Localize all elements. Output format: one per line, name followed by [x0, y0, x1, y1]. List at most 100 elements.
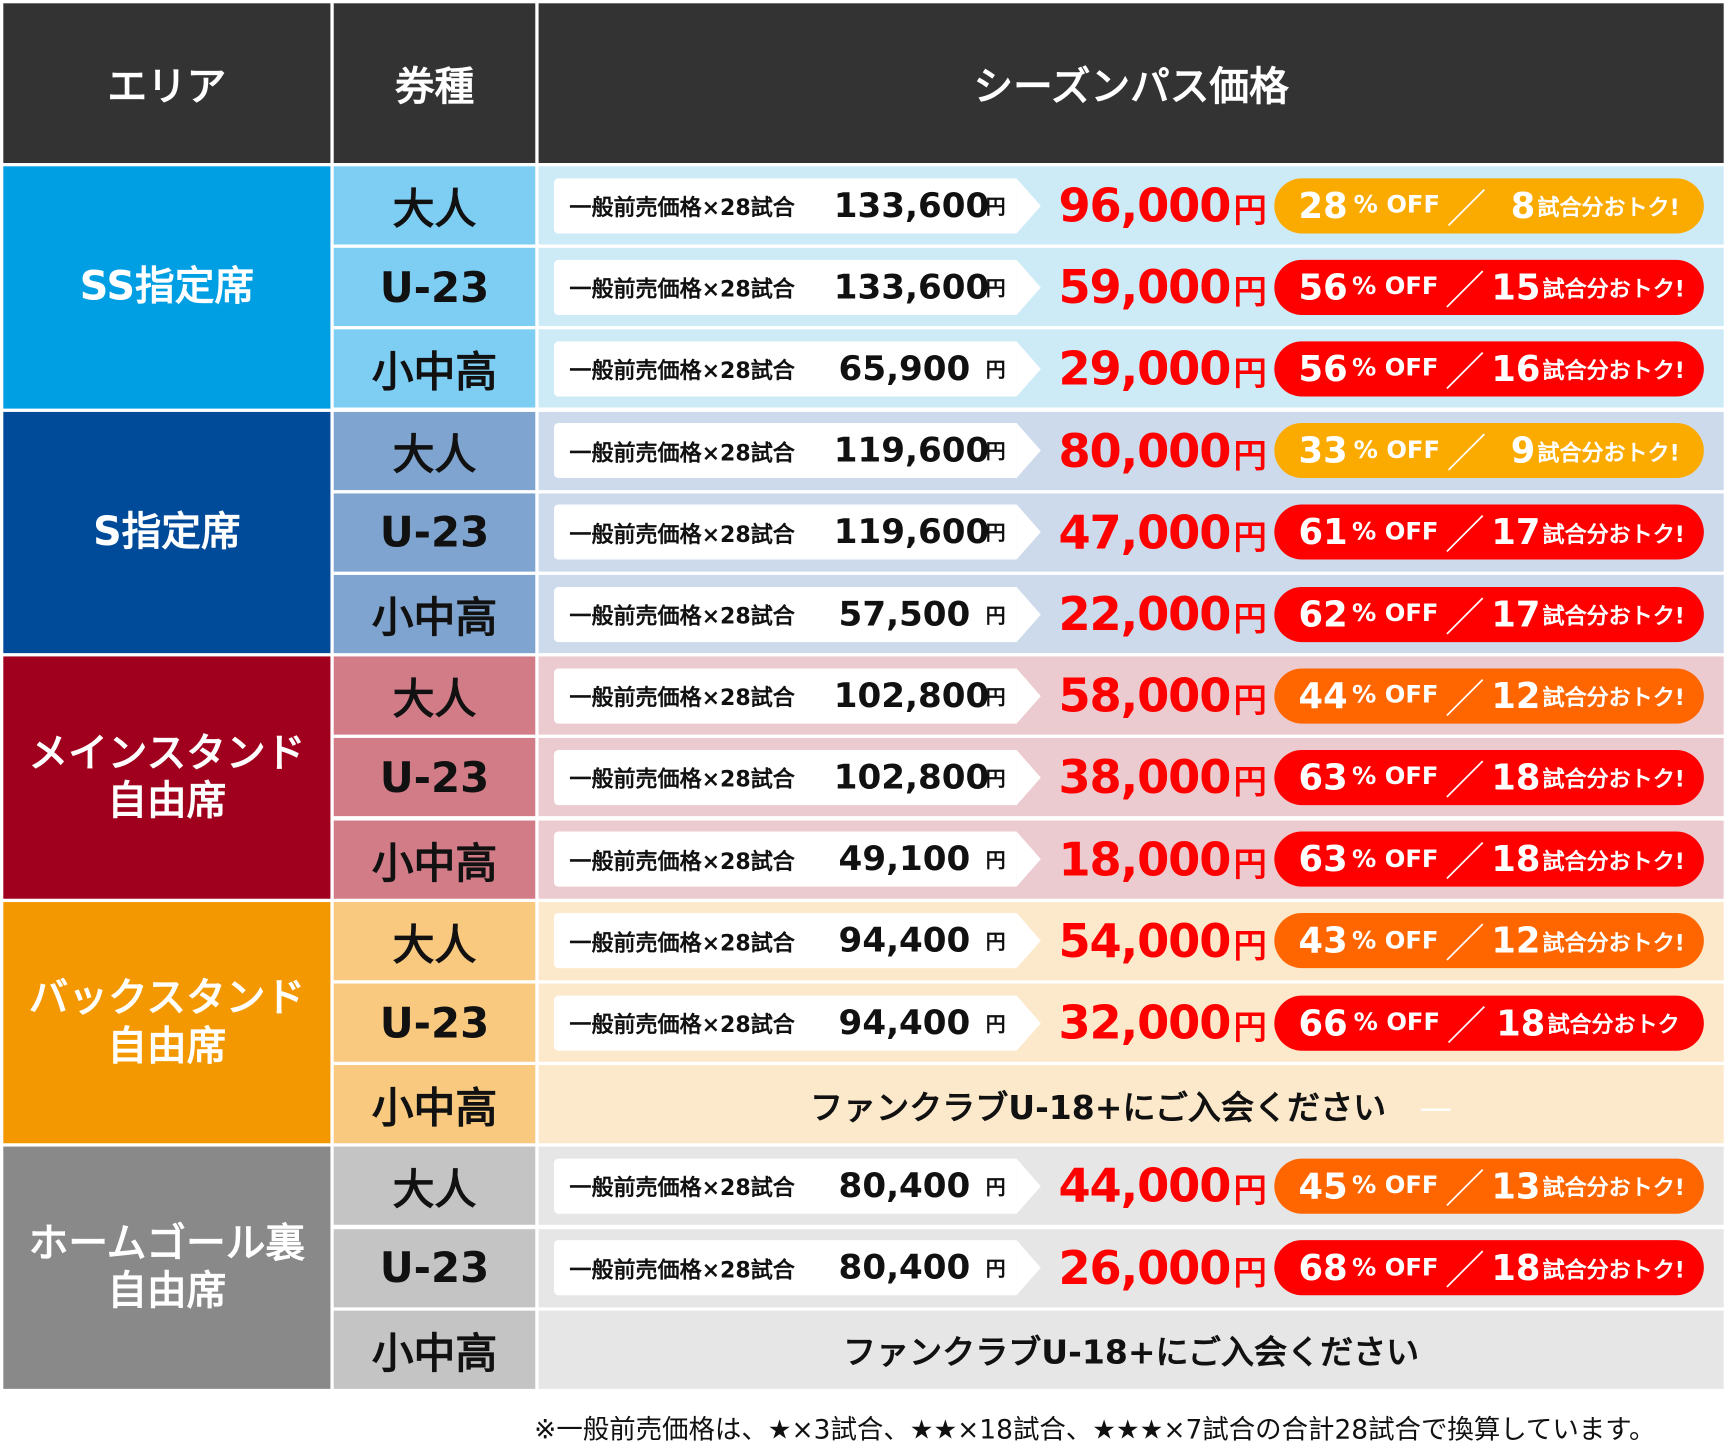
off-label: % OFF — [1353, 191, 1441, 220]
season-pass-amount: 22,000 — [1058, 587, 1231, 642]
yen-unit: 円 — [1233, 600, 1267, 639]
general-price-label: 一般前売価格×28試合 — [569, 765, 795, 793]
season-pass-price: 96,000 円 — [1058, 178, 1266, 232]
off-label: % OFF — [1352, 1254, 1439, 1282]
price-row: 一般前売価格×28試合 49,100 円 18,000 円 63% OFF ／ 18 試合分おト… — [538, 820, 1724, 899]
general-price-label: 一般前売価格×28試合 — [569, 193, 795, 221]
slash-divider: ／ — [1445, 677, 1485, 723]
discount-badge: 44% OFF ／ 12 試合分おトク! — [1274, 668, 1704, 724]
yen-unit: 円 — [1233, 1172, 1267, 1211]
general-price-box: 一般前売価格×28試合 94,400 円 — [554, 913, 1041, 969]
yen-unit: 円 — [1233, 518, 1267, 558]
discount-badge: 63% OFF ／ 18 試合分おトク! — [1274, 831, 1704, 887]
fanclub-message: ファンクラブU-18+にご入会ください — [539, 1325, 1724, 1373]
ticket-type: 大人 — [333, 901, 536, 981]
ticket-type: 大人 — [333, 1146, 536, 1226]
general-price-box: 一般前売価格×28試合 133,600 円 — [554, 177, 1041, 233]
season-pass-price: 22,000 円 — [1058, 587, 1266, 642]
general-price-label: 一般前売価格×28試合 — [569, 357, 795, 384]
yen-unit: 円 — [1233, 763, 1267, 803]
discount-percent: 44 — [1298, 674, 1348, 717]
discount-percent: 66 — [1298, 1001, 1348, 1044]
general-price-amount: 94,400 — [838, 1002, 971, 1043]
header-season-pass-price: シーズンパス価格 — [538, 3, 1724, 164]
ticket-type: U-23 — [333, 983, 536, 1062]
header-area: エリア — [3, 3, 331, 164]
season-pass-price: 29,000 円 — [1058, 342, 1266, 396]
area-label: SS指定席 — [3, 166, 331, 409]
games-saved: 18 — [1491, 838, 1541, 881]
slash-divider: ／ — [1445, 513, 1485, 559]
games-saved: 12 — [1491, 919, 1541, 962]
season-pass-price: 59,000 円 — [1058, 260, 1266, 314]
discount-percent: 61 — [1298, 511, 1348, 554]
general-price-amount: 102,800 — [833, 675, 990, 716]
yen-unit: 円 — [985, 1176, 1006, 1200]
price-row: 一般前売価格×28試合 102,800 円 38,000 円 63% OFF ／ 18 試合分お… — [538, 738, 1724, 817]
ticket-type: 小中高 — [333, 574, 536, 654]
general-price-box: 一般前売価格×28試合 57,500 円 — [554, 586, 1041, 642]
yen-unit: 円 — [985, 522, 1006, 546]
off-label: % OFF — [1352, 927, 1439, 955]
yen-unit: 円 — [985, 1012, 1006, 1036]
season-pass-amount: 58,000 — [1058, 668, 1231, 723]
games-saved-label: 試合分おトク! — [1542, 1174, 1685, 1201]
general-price-amount: 102,800 — [833, 757, 990, 798]
slash-divider: ／ — [1446, 431, 1487, 478]
games-saved-label: 試合分おトク! — [1542, 929, 1685, 956]
fanclub-message-text: ファンクラブU-18+にご入会ください — [810, 1088, 1387, 1128]
games-saved-label: 試合分おトク! — [1537, 439, 1680, 466]
general-price-amount: 94,400 — [838, 921, 971, 961]
slash-divider: ／ — [1446, 186, 1487, 232]
games-saved: 18 — [1491, 756, 1541, 799]
yen-unit: 円 — [1233, 681, 1267, 721]
ticket-type: 大人 — [333, 656, 536, 735]
discount-percent: 43 — [1298, 919, 1348, 962]
fanclub-message-text: ファンクラブU-18+にご入会ください — [843, 1334, 1420, 1373]
fanclub-message: ファンクラブU-18+にご入会ください — — [539, 1080, 1724, 1128]
slash-divider: ／ — [1445, 595, 1485, 641]
games-saved-label: 試合分おトク! — [1542, 520, 1685, 548]
price-row: 一般前売価格×28試合 80,400 円 44,000 円 45% OFF ／ 13 試合分おト… — [538, 1146, 1724, 1226]
ticket-type: 小中高 — [333, 1065, 536, 1144]
slash-divider: ／ — [1446, 1003, 1487, 1050]
general-price-amount: 80,400 — [838, 1166, 971, 1206]
ticket-type: U-23 — [333, 738, 536, 817]
yen-unit: 円 — [1233, 845, 1267, 884]
yen-unit: 円 — [985, 440, 1006, 464]
off-label: % OFF — [1353, 436, 1441, 465]
games-saved: 17 — [1491, 511, 1541, 554]
discount-percent: 45 — [1298, 1165, 1348, 1208]
general-price-box: 一般前売価格×28試合 102,800 円 — [554, 668, 1041, 724]
general-price-label: 一般前売価格×28試合 — [569, 1011, 795, 1038]
general-price-box: 一般前売価格×28試合 133,600 円 — [554, 259, 1041, 315]
slash-divider: ／ — [1445, 840, 1485, 886]
discount-badge: 66% OFF ／ 18 試合分おトク — [1274, 995, 1704, 1051]
off-label: % OFF — [1352, 845, 1439, 873]
games-saved-label: 試合分おトク! — [1542, 275, 1685, 302]
games-saved: 18 — [1496, 1001, 1546, 1044]
season-pass-amount: 44,000 — [1058, 1159, 1231, 1214]
off-label: % OFF — [1352, 600, 1439, 628]
yen-unit: 円 — [985, 195, 1006, 219]
price-row: 一般前売価格×28試合 94,400 円 54,000 円 43% OFF ／ 12 試合分おト… — [538, 901, 1724, 981]
price-row: 一般前売価格×28試合 57,500 円 22,000 円 62% OFF ／ 17 試合分おト… — [538, 574, 1724, 654]
yen-unit: 円 — [1233, 1008, 1267, 1048]
games-saved-label: 試合分おトク! — [1542, 602, 1685, 629]
ticket-type: U-23 — [333, 493, 536, 572]
price-row: 一般前売価格×28試合 94,400 円 32,000 円 66% OFF ／ 18 試合分おト… — [538, 983, 1724, 1062]
discount-percent: 28 — [1298, 184, 1348, 227]
season-pass-price: 18,000 円 — [1058, 832, 1266, 886]
general-price-box: 一般前売価格×28試合 49,100 円 — [554, 831, 1041, 887]
general-price-box: 一般前売価格×28試合 80,400 円 — [554, 1158, 1041, 1214]
discount-percent: 33 — [1298, 429, 1348, 472]
yen-unit: 円 — [985, 685, 1006, 709]
yen-unit: 円 — [985, 1257, 1006, 1282]
discount-percent: 56 — [1298, 347, 1348, 390]
season-pass-price: 32,000 円 — [1058, 995, 1266, 1050]
yen-unit: 円 — [1233, 355, 1267, 394]
season-pass-amount: 32,000 — [1058, 995, 1231, 1050]
games-saved-label: 試合分おトク! — [1542, 765, 1685, 793]
season-pass-price: 44,000 円 — [1058, 1159, 1266, 1214]
area-label: ホームゴール裏 自由席 — [3, 1146, 331, 1389]
